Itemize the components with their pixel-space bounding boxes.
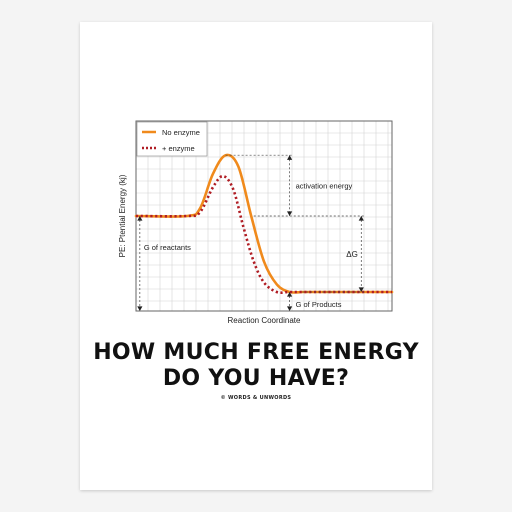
arrow-products-down — [287, 306, 293, 311]
headline-line-1: HOW MUCH FREE ENERGY — [93, 340, 419, 365]
x-axis-label: Reaction Coordinate — [228, 316, 301, 325]
annotation-delta-g: ΔG — [346, 250, 358, 259]
arrow-delta-g-down — [358, 287, 364, 292]
series-line-no-enzyme — [134, 153, 394, 294]
series-line-enzyme — [135, 174, 392, 294]
legend-label-enzyme: + enzyme — [162, 144, 195, 153]
arrow-reactants-down — [137, 306, 143, 311]
arrow-delta-g-up — [358, 216, 364, 221]
y-axis-label: PE: Ptential Energy (kj) — [118, 174, 127, 257]
arrow-reactants-up — [137, 216, 143, 221]
annotation-g-products: G of Products — [296, 300, 342, 309]
annotation-g-reactants: G of reactants — [144, 243, 191, 252]
arrow-activation-down — [287, 211, 293, 216]
copyright-credit: © WORDS & UNWORDS — [220, 395, 292, 401]
arrow-activation-up — [287, 155, 293, 160]
headline-line-2: DO YOU HAVE? — [162, 366, 350, 391]
arrow-markers — [137, 155, 364, 311]
energy-diagram: No enzyme + enzyme activation energy ΔG … — [118, 120, 394, 325]
legend-box — [136, 121, 208, 157]
guide-lines — [139, 154, 366, 311]
postcard: No enzyme + enzyme activation energy ΔG … — [80, 22, 432, 490]
annotation-activation-energy: activation energy — [296, 182, 353, 191]
arrow-products-up — [287, 292, 293, 297]
legend-label-no-enzyme: No enzyme — [162, 128, 200, 137]
